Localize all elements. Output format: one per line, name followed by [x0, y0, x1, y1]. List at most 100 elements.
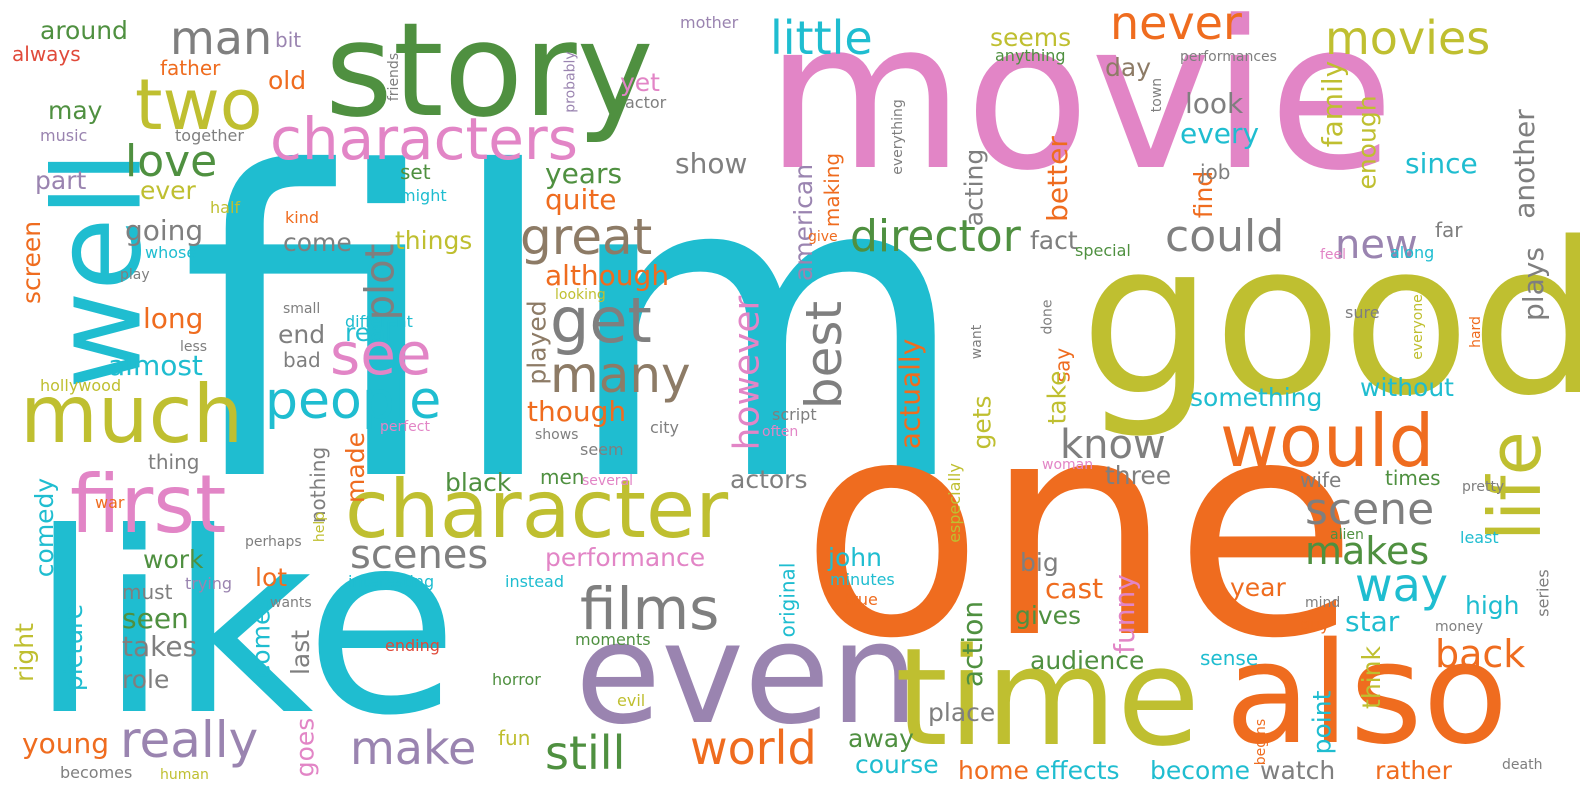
word-really: really	[120, 711, 259, 769]
word-special: special	[1075, 241, 1131, 260]
word-pretty: pretty	[1462, 479, 1505, 495]
word-trying: trying	[185, 574, 233, 593]
word-screen: screen	[17, 220, 47, 305]
word-sense: sense	[1200, 646, 1259, 670]
word-best: best	[795, 300, 854, 410]
word-hard: hard	[1467, 316, 1484, 348]
word-things: things	[395, 226, 473, 255]
word-money: money	[1435, 619, 1483, 635]
word-woman: woman	[1042, 457, 1094, 473]
word-even: even	[575, 593, 919, 756]
word-make: make	[350, 721, 477, 775]
word-instead: instead	[505, 572, 564, 591]
word-day: day	[1105, 53, 1151, 82]
word-music: music	[40, 126, 88, 145]
word-mind: mind	[1305, 595, 1341, 611]
word-people: people	[265, 371, 442, 431]
word-probably: probably	[562, 51, 579, 113]
word-shows: shows	[535, 427, 579, 443]
word-give: give	[808, 229, 838, 245]
word-good: good	[1080, 197, 1580, 442]
word-made: made	[340, 432, 370, 503]
word-help: help	[312, 511, 329, 543]
word-especially: especially	[944, 463, 964, 543]
word-long: long	[143, 302, 204, 335]
word-rather: rather	[1375, 756, 1452, 785]
word-true: true	[845, 590, 878, 609]
word-quite: quite	[545, 183, 617, 216]
word-course: course	[855, 750, 939, 779]
word-father: father	[160, 56, 221, 80]
word-much: much	[20, 368, 244, 461]
word-home: home	[958, 756, 1029, 785]
word-may: may	[48, 96, 103, 125]
word-times: times	[1385, 466, 1441, 490]
word-never: never	[1110, 0, 1242, 50]
word-kind: kind	[285, 208, 320, 227]
word-know: know	[1060, 422, 1166, 468]
word-evil: evil	[617, 691, 646, 710]
word-war: war	[95, 493, 125, 512]
word-hollywood: hollywood	[40, 376, 122, 395]
word-audience: audience	[1030, 646, 1145, 675]
word-man: man	[170, 11, 273, 65]
word-little: little	[770, 11, 873, 65]
word-film: film	[180, 85, 971, 574]
word-world: world	[690, 721, 817, 775]
word-wants: wants	[270, 595, 312, 611]
word-plays: plays	[1516, 247, 1550, 321]
word-last: last	[286, 629, 316, 676]
word-great: great	[520, 208, 653, 266]
word-several: several	[582, 473, 634, 489]
word-perfect: perfect	[380, 419, 430, 435]
word-lot: lot	[255, 563, 288, 592]
word-yet: yet	[620, 68, 660, 97]
word-often: often	[762, 424, 799, 440]
word-far: far	[1435, 218, 1463, 242]
word-picture: picture	[59, 603, 89, 692]
word-fun: fun	[498, 726, 531, 750]
word-whose: whose	[145, 243, 197, 262]
word-going: going	[125, 214, 204, 247]
word-gets: gets	[967, 395, 997, 450]
word-would: would	[1220, 399, 1435, 483]
word-looking: looking	[555, 287, 606, 303]
word-since: since	[1405, 147, 1478, 180]
word-together: together	[175, 126, 244, 145]
word-must: must	[122, 580, 173, 604]
word-seems: seems	[990, 23, 1072, 52]
word-something: something	[1190, 383, 1323, 412]
word-think: think	[1356, 646, 1386, 709]
word-effects: effects	[1035, 756, 1120, 785]
word-without: without	[1360, 373, 1454, 402]
word-bit: bit	[275, 28, 302, 52]
word-men: men	[540, 465, 585, 489]
word-job: job	[1200, 160, 1231, 184]
word-films: films	[580, 575, 720, 643]
word-director: director	[850, 211, 1021, 262]
word-every: every	[1180, 117, 1260, 150]
word-feel: feel	[1320, 247, 1347, 263]
word-human: human	[160, 767, 209, 783]
word-get: get	[550, 284, 652, 357]
word-everything: everything	[889, 99, 906, 175]
word-characters: characters	[270, 105, 578, 173]
word-story: story	[325, 0, 654, 146]
word-two: two	[135, 64, 263, 146]
word-still: still	[545, 726, 626, 780]
word-show: show	[675, 147, 748, 180]
word-city: city	[650, 418, 679, 437]
word-town: town	[1149, 77, 1166, 113]
word-look: look	[1185, 87, 1244, 120]
word-script: script	[772, 405, 817, 424]
word-actually: actually	[893, 338, 927, 450]
word-however: however	[726, 295, 768, 451]
word-less: less	[180, 339, 208, 355]
word-year: year	[1230, 573, 1286, 602]
word-right: right	[9, 623, 39, 682]
word-guy: guy	[1300, 615, 1330, 634]
word-work: work	[143, 545, 204, 574]
word-american: american	[789, 163, 819, 282]
word-original: original	[775, 562, 800, 638]
word-death: death	[1502, 757, 1543, 773]
